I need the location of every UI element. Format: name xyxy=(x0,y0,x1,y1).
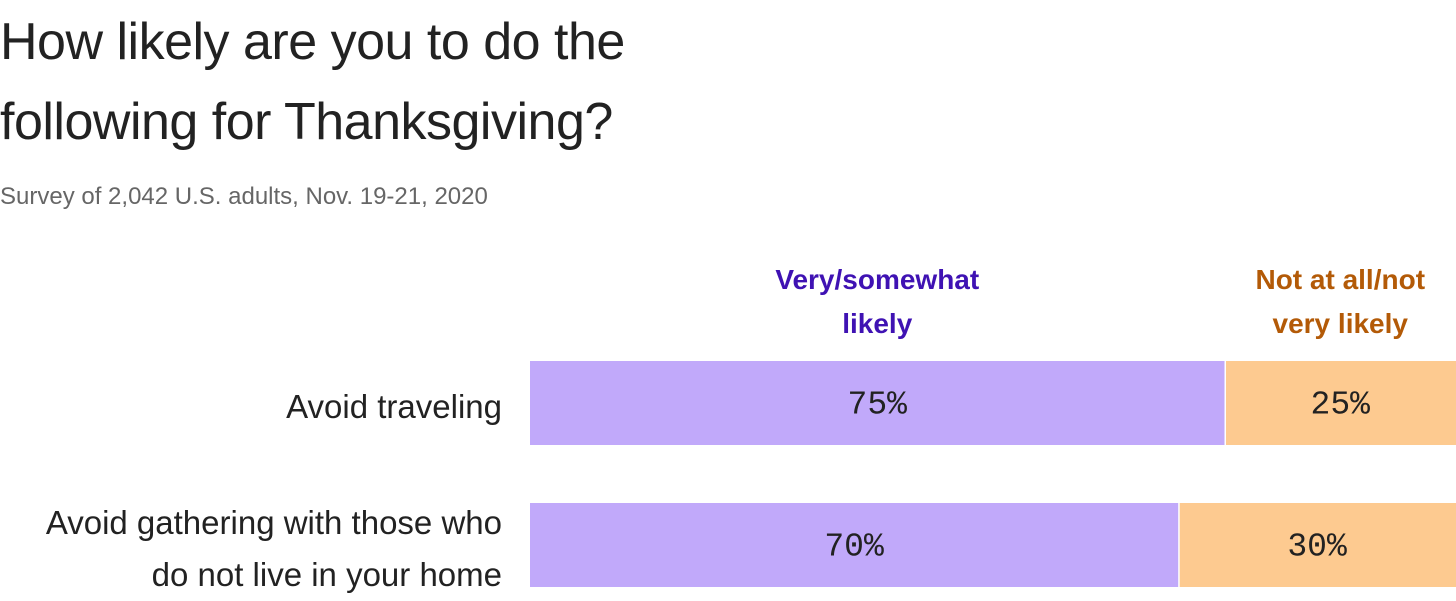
value-label: 75% xyxy=(848,387,908,424)
chart-subtitle: Survey of 2,042 U.S. adults, Nov. 19-21,… xyxy=(0,183,488,210)
value-label: 25% xyxy=(1311,387,1371,424)
bar-segment xyxy=(1226,361,1456,445)
bar-segment xyxy=(530,503,1179,587)
bar-segment xyxy=(1179,503,1456,587)
category-label: Avoid gathering with those who do not li… xyxy=(45,504,502,593)
bar-segment xyxy=(530,361,1225,445)
legend-label: Not at all/not very likely xyxy=(1255,264,1426,339)
legend-label: Very/somewhat likely xyxy=(775,264,980,339)
value-label: 30% xyxy=(1287,529,1347,566)
chart-title: How likely are you to do the following f… xyxy=(0,13,625,151)
category-label: Avoid traveling xyxy=(286,388,502,425)
value-label: 70% xyxy=(824,529,884,566)
